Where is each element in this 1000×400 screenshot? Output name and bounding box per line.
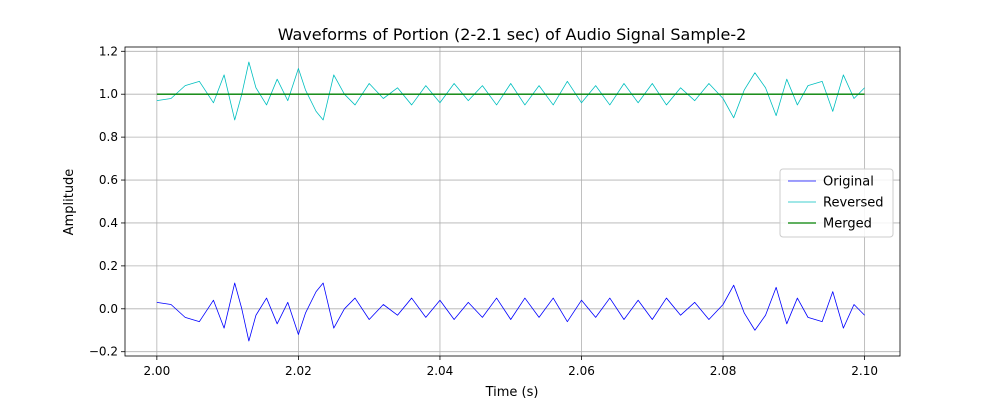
x-axis: 2.00 2.02 2.04 2.06 2.08 2.10 — [143, 356, 878, 378]
y-tick-label: 0.6 — [99, 173, 118, 187]
x-tick-label: 2.04 — [427, 364, 454, 378]
legend-box — [779, 168, 894, 238]
y-tick-label: 1.2 — [99, 44, 118, 58]
x-axis-label: Time (s) — [485, 385, 539, 400]
legend-label: Reversed — [823, 196, 884, 211]
series-line-original — [156, 282, 865, 342]
y-axis: −0.2 0.0 0.2 0.4 0.6 0.8 1.0 1.2 — [89, 44, 125, 359]
y-tick-label: 0.2 — [99, 259, 118, 273]
y-axis-label: Amplitude — [62, 169, 77, 236]
y-tick-label: 1.0 — [99, 87, 118, 101]
y-tick-label: 0.0 — [99, 302, 118, 316]
y-tick-label: 0.8 — [99, 130, 118, 144]
x-tick-label: 2.02 — [285, 364, 312, 378]
chart-title: Waveforms of Portion (2-2.1 sec) of Audi… — [278, 25, 747, 44]
y-tick-label: −0.2 — [89, 345, 118, 359]
legend-label: Merged — [823, 217, 872, 232]
legend: Original Reversed Merged — [779, 168, 894, 238]
series-line-reversed — [156, 61, 865, 121]
x-tick-label: 2.10 — [851, 364, 878, 378]
y-tick-label: 0.4 — [99, 216, 118, 230]
x-tick-label: 2.08 — [710, 364, 737, 378]
plot-frame — [124, 46, 901, 357]
x-tick-label: 2.00 — [143, 364, 170, 378]
legend-label: Original — [823, 175, 874, 190]
series-layer — [156, 61, 865, 342]
x-tick-label: 2.06 — [568, 364, 595, 378]
